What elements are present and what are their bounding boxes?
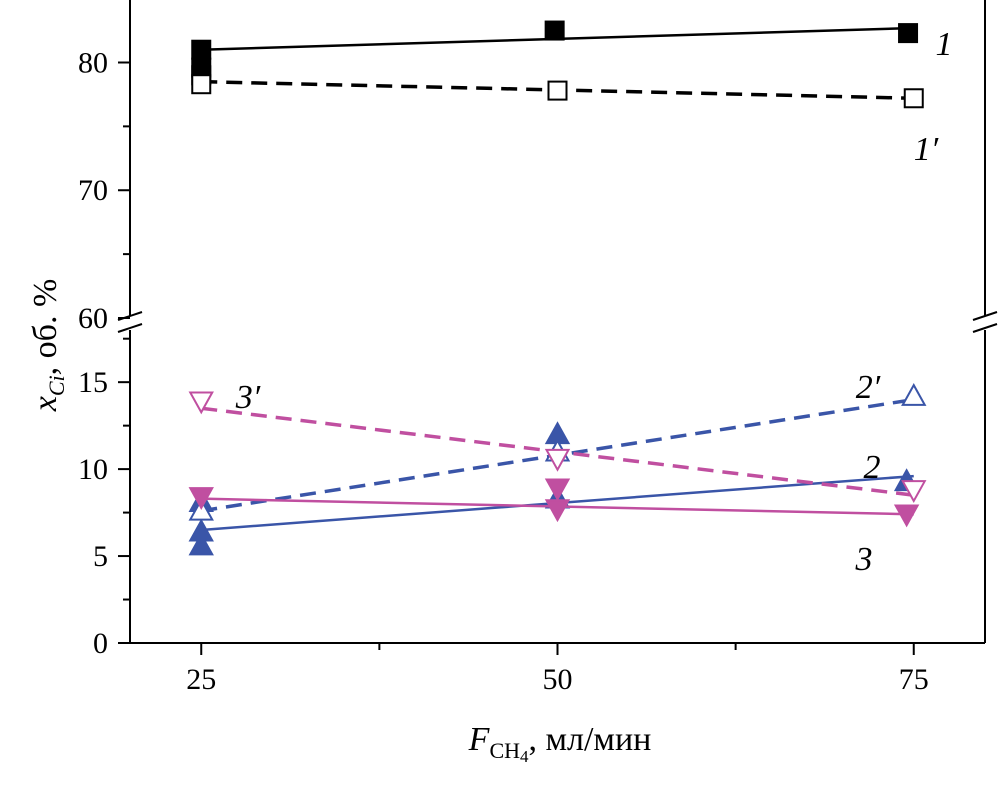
data-point [544, 448, 571, 472]
series-6 [188, 391, 927, 504]
y-tick-label-upper: 60 [78, 302, 108, 335]
x-axis-title-main: F [468, 721, 491, 758]
labels-layer: 1 1′ 2 2′ 3 3′ [235, 26, 953, 578]
x-axis-title-rest: , мл/мин [529, 721, 652, 758]
axes: 25 50 75 60 70 80 0 5 10 15 [78, 0, 998, 696]
y-tick-label-lower: 0 [93, 627, 108, 660]
series-label: 3′ [235, 379, 261, 416]
axis-break-mark [972, 323, 998, 333]
data-point [191, 74, 212, 95]
axis-break-mark [117, 323, 143, 333]
series-2 [191, 74, 924, 109]
series-layer [188, 20, 927, 556]
x-tick-label: 75 [899, 663, 929, 696]
x-axis-title: FCH4, мл/мин [468, 721, 652, 766]
data-point [191, 39, 212, 60]
data-point [898, 23, 919, 44]
data-point [901, 480, 927, 504]
x-tick-label: 50 [543, 663, 573, 696]
y-tick-label-lower: 5 [93, 540, 108, 573]
series-label: 1 [936, 26, 953, 63]
y-tick-label-upper: 80 [78, 46, 108, 79]
series-1 [191, 20, 919, 86]
axis-break-mark [972, 311, 998, 321]
x-axis-title-sub: CH [489, 738, 520, 763]
data-point [544, 478, 571, 502]
y-axis-title-main: x [27, 396, 64, 412]
y-tick-label-lower: 15 [78, 366, 108, 399]
series-label: 2 [864, 449, 881, 486]
y-axis-title-sub: Ci [44, 375, 69, 396]
series-label: 3 [855, 541, 873, 578]
y-tick-label-upper: 70 [78, 174, 108, 207]
data-point [188, 532, 214, 556]
data-point [547, 80, 568, 101]
data-point [188, 518, 214, 542]
data-point [544, 499, 571, 523]
data-point [893, 504, 920, 528]
y-axis-title-rest: , об. % [27, 279, 64, 376]
data-point [903, 88, 924, 109]
y-axis-title: xCi, об. % [27, 279, 69, 413]
data-point [544, 20, 565, 41]
series-label: 2′ [856, 369, 881, 406]
x-tick-label: 25 [186, 663, 216, 696]
y-tick-label-lower: 10 [78, 453, 108, 486]
data-point [188, 391, 214, 415]
x-axis-title-sub2: 4 [520, 747, 529, 766]
series-5 [188, 478, 920, 528]
data-point [188, 487, 214, 510]
series-label: 1′ [914, 131, 939, 168]
data-point [901, 383, 927, 406]
